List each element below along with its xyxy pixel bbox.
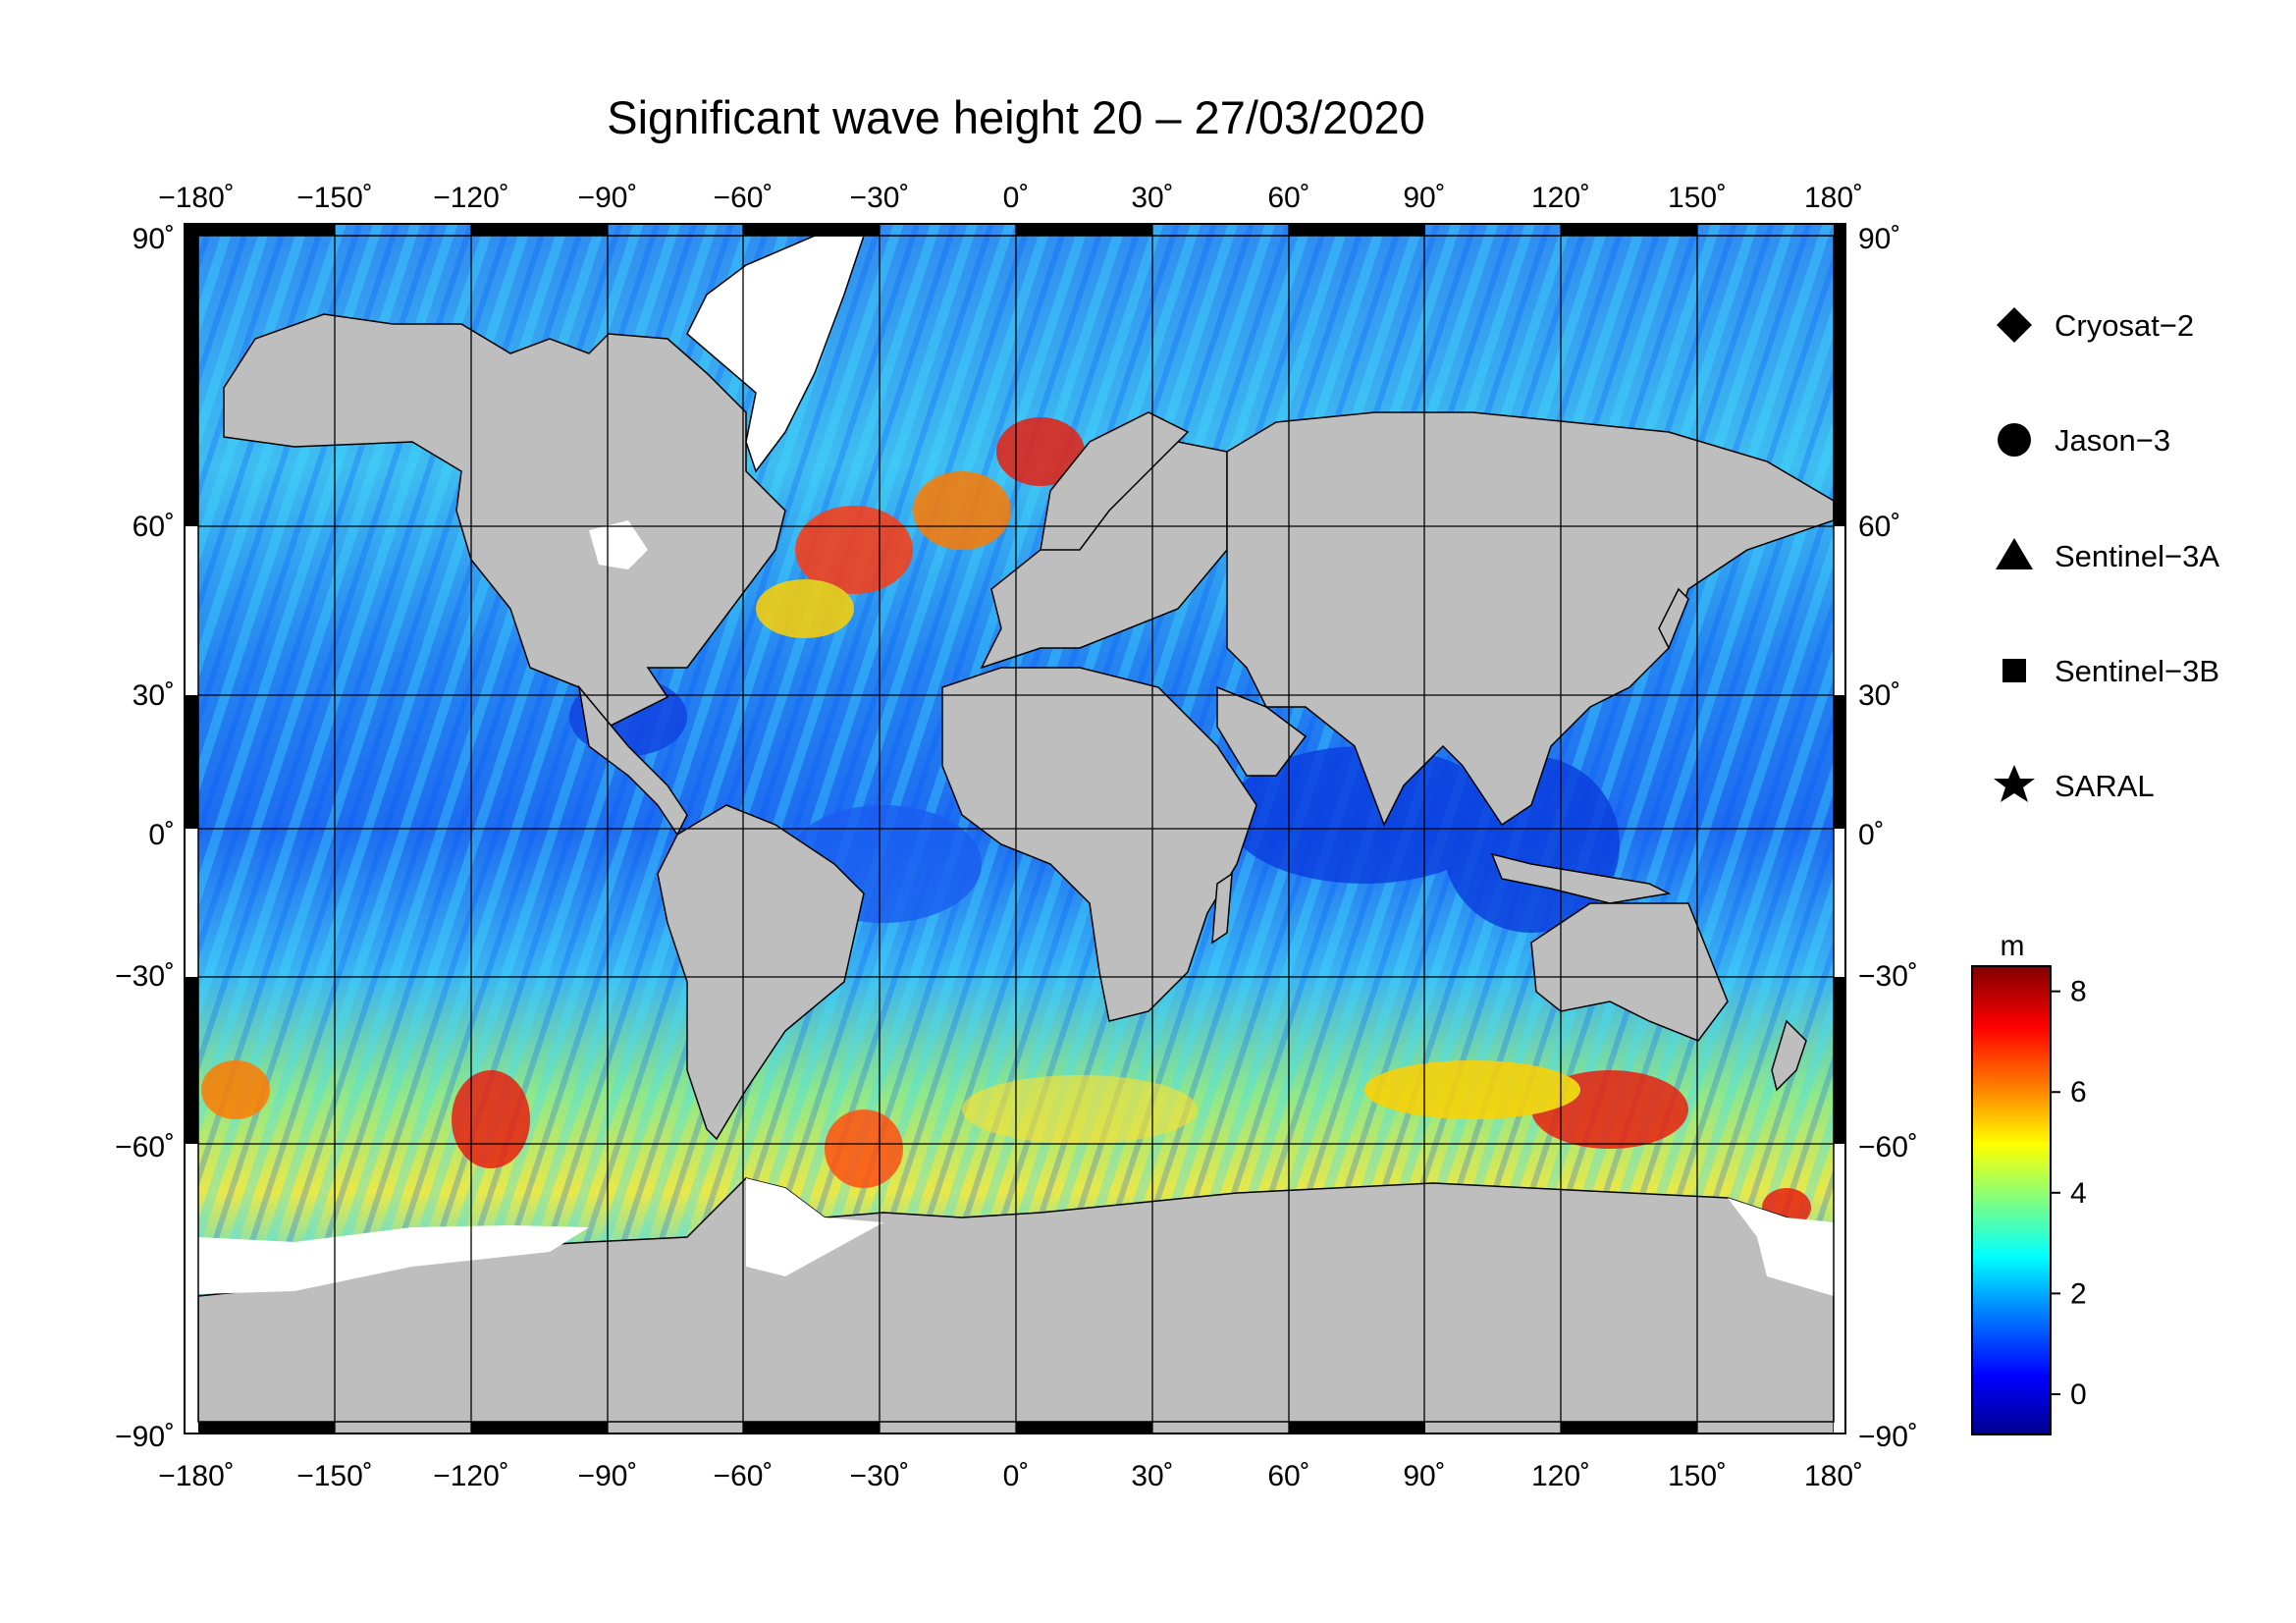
map-title: Significant wave height 20 – 27/03/2020 [607,91,1425,143]
legend-item-sentinel-3b: Sentinel−3B [2002,654,2219,688]
lon-label: 30˚ [1131,1460,1173,1492]
africa [941,667,1257,1022]
legend-label: Cryosat−2 [2055,308,2194,343]
lon-label: 60˚ [1267,182,1309,214]
colorbar-unit: m [2001,930,2025,962]
colorbar-tick-label: 4 [2070,1177,2087,1210]
lon-label: 120˚ [1531,1460,1590,1492]
lon-label: 180˚ [1804,182,1863,214]
lat-labels-right: 90˚ 60˚ 30˚ 0˚ −30˚ −60˚ −90˚ [1858,223,1918,1453]
lon-labels-top: −180˚ −150˚ −120˚ −90˚ −60˚ −30˚ 0˚ 30˚ … [158,182,1863,214]
map-area [198,224,1834,1434]
madagascar [1211,872,1233,945]
lat-label: 30˚ [133,679,175,712]
star-icon [1994,765,2035,802]
legend-label: Sentinel−3B [2055,654,2219,688]
lon-label: −30˚ [850,1460,910,1492]
lon-label: −120˚ [433,1460,509,1492]
lon-label: −150˚ [296,182,373,214]
lat-label: −30˚ [115,960,175,993]
lat-label: −30˚ [1858,960,1918,993]
legend-label: Sentinel−3A [2055,539,2219,573]
europe [980,441,1228,670]
japan [1658,587,1689,650]
lon-label: −30˚ [850,182,910,214]
lat-label: −90˚ [1858,1421,1918,1453]
lat-label: 0˚ [148,819,175,851]
lat-label: −60˚ [1858,1131,1918,1163]
lat-label: 60˚ [133,511,175,543]
lat-label: 90˚ [1858,223,1900,255]
lon-label: −180˚ [158,1460,235,1492]
indonesia [1490,852,1672,904]
map-frame [184,223,1846,1434]
sea-ice [198,520,1834,1296]
legend-label: SARAL [2055,769,2155,803]
lon-label: −180˚ [158,182,235,214]
diamond-icon [1997,307,2032,343]
lat-label: 90˚ [133,223,175,255]
lon-label: 90˚ [1403,1460,1445,1492]
lat-label: 60˚ [1858,511,1900,543]
lon-label: 90˚ [1403,182,1445,214]
colorbar-tick-label: 6 [2070,1076,2087,1109]
lat-label: −60˚ [115,1131,175,1163]
australia [1530,902,1729,1042]
lon-label: −90˚ [578,1460,638,1492]
colorbar-gradient-bar [1971,965,2052,1435]
lon-label: −60˚ [714,182,774,214]
legend-item-jason: Jason−3 [1998,423,2170,458]
lon-label: −120˚ [433,182,509,214]
lon-label: −60˚ [714,1460,774,1492]
lon-label: 120˚ [1531,182,1590,214]
legend-item-sentinel-3a: Sentinel−3A [1996,538,2219,573]
scandinavia [1040,411,1190,551]
legend-item-cryosat: Cryosat−2 [1997,307,2194,343]
colorbar-tick-label: 8 [2070,976,2087,1008]
colorbar-ticks: 0 2 4 6 8 [2051,976,2087,1411]
satellite-legend: Cryosat−2 Jason−3 Sentinel−3A Sentinel−3… [1994,307,2219,803]
lon-label: 150˚ [1668,1460,1727,1492]
arabia [1216,685,1308,777]
colorbar-tick-label: 2 [2070,1277,2087,1310]
circle-icon [1998,423,2031,457]
lon-label: 180˚ [1804,1460,1863,1492]
lon-label: 150˚ [1668,182,1727,214]
lon-label: 0˚ [1003,1460,1030,1492]
triangle-icon [1996,538,2033,569]
colorbar-tick-label: 0 [2070,1379,2087,1411]
greenland [686,235,866,473]
legend-label: Jason−3 [2055,423,2170,458]
lat-label: −90˚ [115,1421,175,1453]
square-icon [2002,659,2026,682]
high-wave-patches [201,417,1811,1227]
lon-label: 30˚ [1131,182,1173,214]
lat-label: 0˚ [1858,819,1885,851]
graticule [198,224,1834,1434]
lon-labels-bottom: −180˚ −150˚ −120˚ −90˚ −60˚ −30˚ 0˚ 30˚ … [158,1460,1863,1492]
lon-label: 0˚ [1003,182,1030,214]
lon-label: −90˚ [578,182,638,214]
lat-labels-left: 90˚ 60˚ 30˚ 0˚ −30˚ −60˚ −90˚ [115,223,175,1453]
legend-item-saral: SARAL [1994,765,2155,803]
south-america [657,804,865,1141]
new-zealand [1771,1019,1807,1092]
lon-label: −150˚ [296,1460,373,1492]
lat-label: 30˚ [1858,679,1900,712]
lon-label: 60˚ [1267,1460,1309,1492]
colorbar: m 0 2 4 6 8 [1971,930,2087,1435]
asia [1226,411,1834,827]
